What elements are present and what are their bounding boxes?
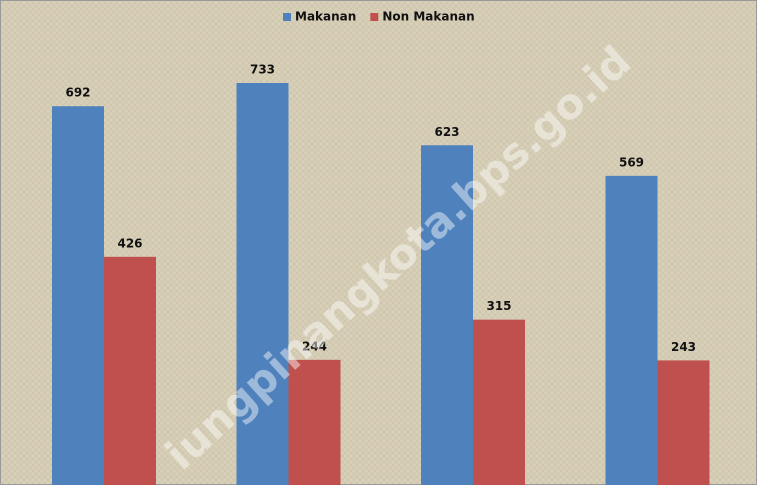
data-label: 244: [302, 339, 327, 353]
plot: 692 733 623 569 426 244 315 243 Makanan Non Makan…: [52, 10, 710, 485]
data-label: 426: [117, 236, 142, 250]
legend-label: Makanan: [295, 10, 356, 24]
bar: [236, 83, 289, 485]
legend-swatch: [283, 13, 291, 21]
bar: [605, 175, 658, 485]
data-label: 243: [671, 340, 696, 354]
bar: [657, 360, 710, 485]
bar: [52, 106, 104, 485]
data-label: 623: [434, 125, 459, 139]
bar: [473, 319, 525, 485]
legend-swatch: [370, 13, 379, 21]
bar: [421, 145, 473, 485]
bar: [104, 256, 156, 485]
bar: [288, 359, 341, 485]
data-label: 315: [486, 299, 511, 313]
data-label: 692: [65, 86, 90, 100]
legend-label: Non Makanan: [382, 10, 474, 24]
data-label: 733: [250, 63, 275, 77]
data-label: 569: [619, 155, 644, 169]
